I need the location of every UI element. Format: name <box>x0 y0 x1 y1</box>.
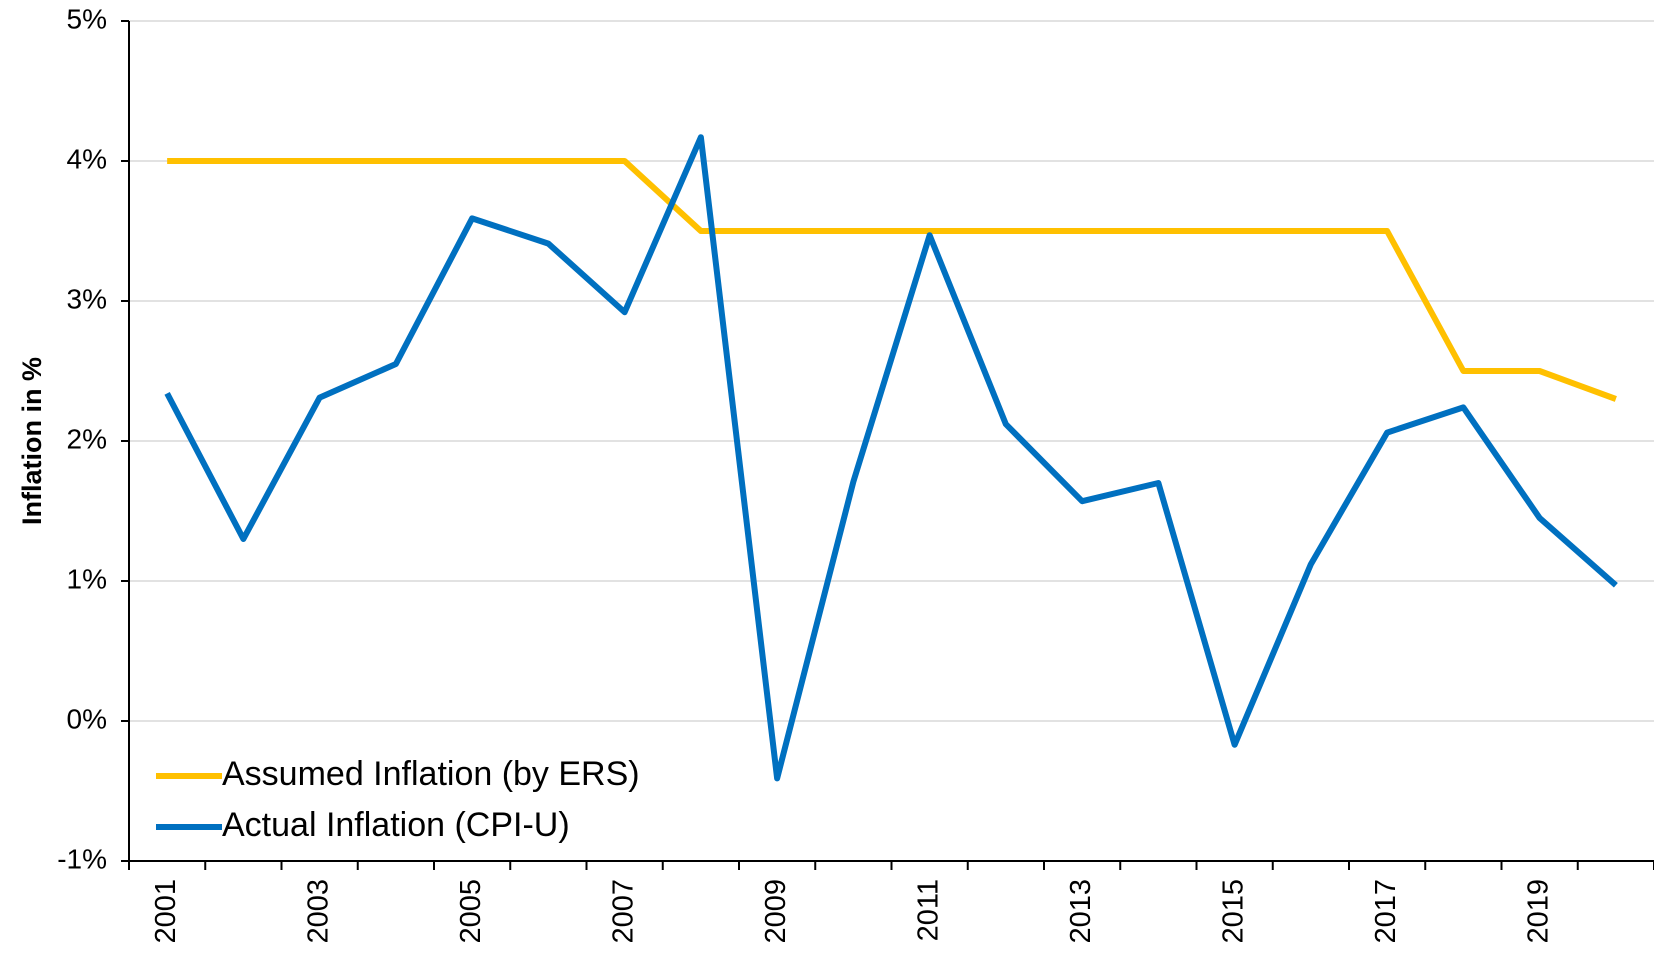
series-line <box>164 134 1618 782</box>
y-axis-title: Inflation in % <box>17 357 47 525</box>
x-tick-label: 2007 <box>607 879 639 944</box>
y-tick-label: -1% <box>57 843 107 874</box>
y-tick-label: 0% <box>67 703 107 734</box>
y-tick-label: 5% <box>67 3 107 34</box>
legend-label: Assumed Inflation (by ERS) <box>222 755 640 793</box>
y-tick-label: 3% <box>67 283 107 314</box>
x-tick-label: 2011 <box>912 879 944 941</box>
y-tick-label: 4% <box>67 143 107 174</box>
x-tick-label: 2005 <box>455 879 487 944</box>
x-tick-label: 2019 <box>1522 879 1554 944</box>
x-tick-label: 2013 <box>1065 879 1097 944</box>
x-tick-label: 2017 <box>1370 879 1402 944</box>
x-tick-label: 2001 <box>150 879 182 944</box>
x-tick-label: 2009 <box>760 879 792 944</box>
legend-label: Actual Inflation (CPI-U) <box>222 806 570 844</box>
x-tick-label: 2015 <box>1217 879 1249 944</box>
series-line <box>167 158 1617 402</box>
x-tick-label: 2003 <box>302 879 334 944</box>
y-tick-label: 2% <box>67 423 107 454</box>
y-tick-label: 1% <box>67 563 107 594</box>
